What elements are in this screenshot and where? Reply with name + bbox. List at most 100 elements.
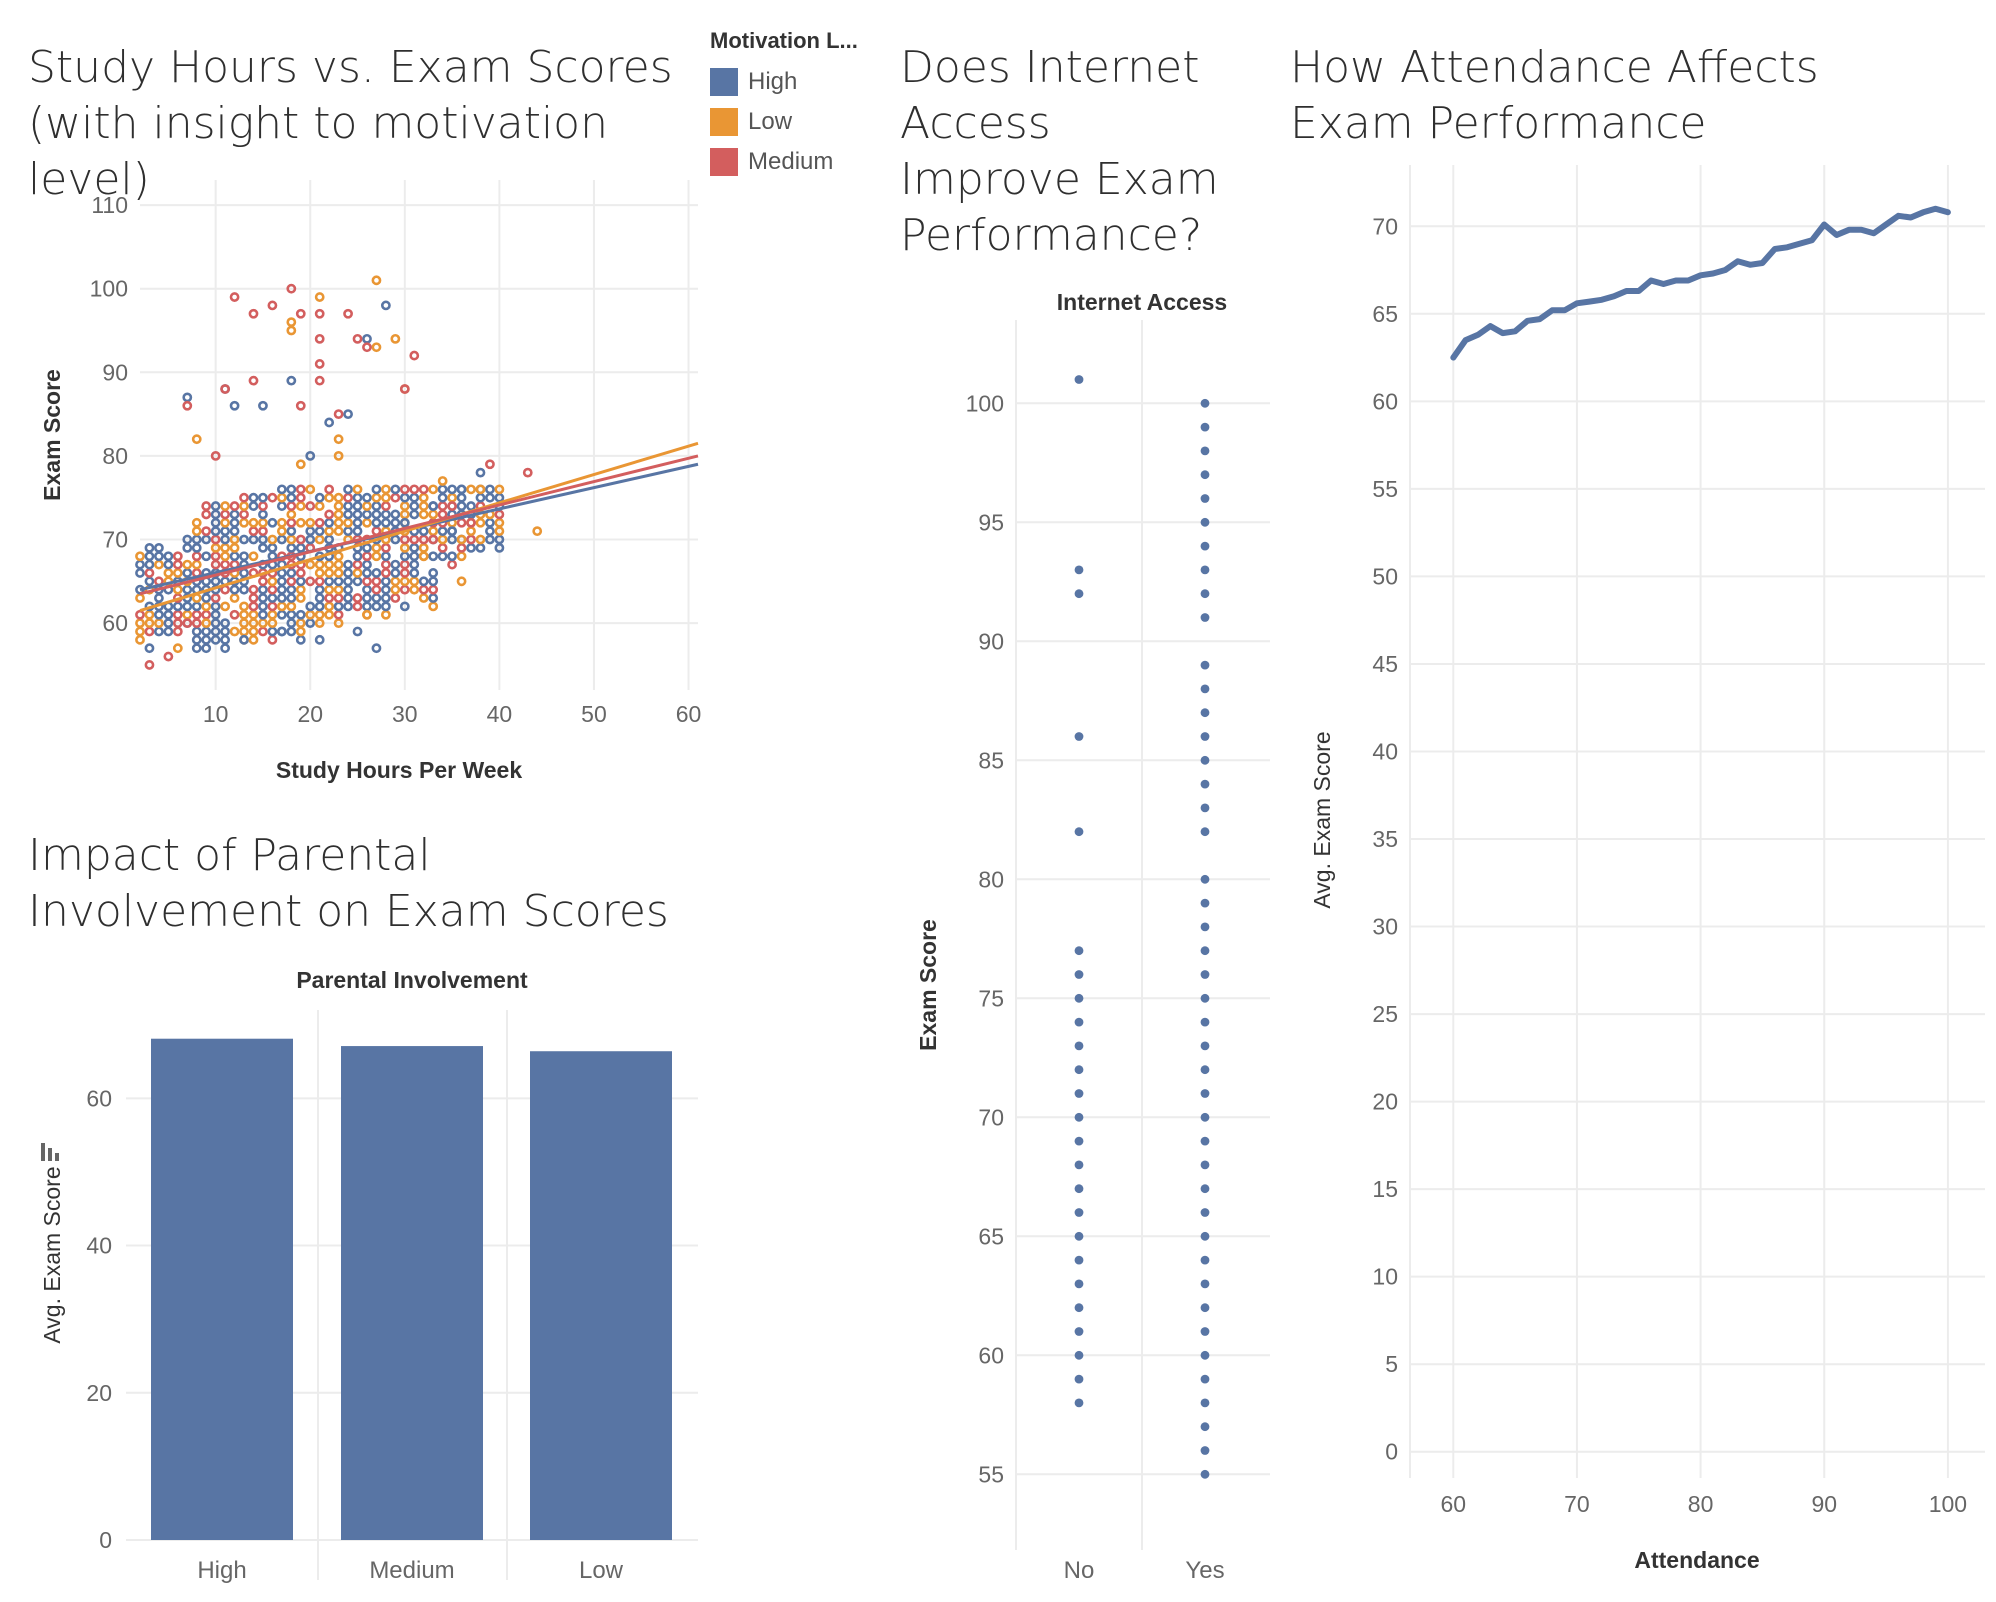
trend-line-low [139, 441, 699, 613]
scatter-point [418, 484, 429, 495]
dot-yes [1200, 1160, 1210, 1170]
scatter-point [371, 601, 382, 612]
scatter-point [229, 609, 240, 620]
dot-yes [1200, 1327, 1210, 1336]
x-tick-label: 70 [1564, 1491, 1590, 1517]
dot-yes [1200, 1089, 1210, 1098]
sort-descending-icon[interactable] [38, 1140, 64, 1166]
scatter-point [191, 517, 202, 528]
scatter-point [380, 576, 391, 587]
scatter-point [418, 526, 429, 537]
dot-yes [1200, 565, 1210, 575]
dot-yes [1200, 946, 1210, 956]
y-tick-label: 25 [1372, 1001, 1398, 1027]
scatter-point [154, 559, 164, 570]
scatter-point-high [163, 626, 174, 637]
legend-item-low[interactable]: Low [710, 102, 858, 142]
scatter-point [324, 509, 335, 520]
scatter-point [343, 492, 353, 503]
dot-yes [1200, 874, 1210, 884]
scatter-point [456, 517, 467, 528]
scatter-point [380, 517, 391, 528]
scatter-point [485, 484, 495, 495]
scatter-point [314, 526, 325, 537]
scatter-point [220, 526, 231, 537]
scatter-point [324, 492, 335, 503]
scatter-point [286, 492, 297, 503]
scatter-point [380, 584, 391, 595]
scatter-point [201, 643, 212, 654]
y-tick-label: 60 [86, 1085, 112, 1111]
legend-item-high[interactable]: High [710, 62, 858, 102]
scatter-point [437, 492, 448, 503]
scatter-point [220, 634, 231, 645]
bar-low [530, 1051, 672, 1540]
scatter-point [267, 542, 278, 553]
scatter-point [333, 509, 344, 520]
scatter-point [182, 609, 193, 620]
scatter-point [220, 501, 231, 511]
y-tick-label: 35 [1372, 826, 1398, 852]
scatter-point [239, 609, 249, 620]
scatter-point [229, 526, 240, 537]
scatter-point [276, 501, 287, 511]
scatter-point-low [371, 342, 382, 353]
scatter-point [362, 517, 372, 528]
scatter-point [258, 593, 268, 603]
scatter-point [418, 492, 429, 503]
scatter-point [428, 526, 439, 537]
scatter-point-high [447, 526, 458, 537]
scatter-point [314, 559, 325, 570]
scatter-point [437, 526, 448, 537]
scatter-point [144, 643, 155, 654]
scatter-point-high [343, 409, 353, 419]
scatter-point [248, 501, 259, 511]
dot-no [1074, 993, 1084, 1003]
scatter-point [201, 526, 212, 537]
scatter-point [456, 542, 467, 553]
scatter-point [258, 576, 268, 587]
scatter-point [258, 609, 268, 620]
scatter-point [163, 559, 174, 570]
dot-yes [1200, 970, 1210, 979]
x-tick-label: 60 [1440, 1491, 1466, 1517]
scatter-point [333, 601, 344, 612]
scatter-point [276, 601, 287, 612]
scatter-point-high [362, 333, 372, 344]
scatter-point [324, 576, 335, 587]
dot-yes [1200, 494, 1210, 503]
scatter-point [154, 593, 164, 603]
y-tick-label: 65 [978, 1223, 1004, 1249]
scatter-point-medium [267, 300, 278, 311]
y-tick-label: 15 [1372, 1176, 1398, 1202]
dot-yes [1200, 1350, 1210, 1360]
dot-yes [1200, 755, 1210, 765]
scatter-point [447, 484, 458, 495]
scatter-point [286, 584, 297, 595]
scatter-point [220, 517, 231, 528]
bars-title: Impact of Parental Involvement on Exam S… [28, 830, 669, 937]
scatter-point-medium [314, 308, 325, 319]
scatter-point [343, 559, 353, 570]
dot-no [1074, 946, 1084, 956]
x-axis-label: Parental Involvement [296, 967, 528, 993]
scatter-point [437, 501, 448, 511]
scatter-point [314, 576, 325, 587]
scatter-point [286, 517, 297, 528]
scatter-point [248, 584, 259, 595]
scatter-point [144, 576, 155, 587]
scatter-point [276, 584, 287, 595]
dot-yes [1200, 732, 1210, 741]
scatter-point [191, 526, 202, 537]
scatter-point [248, 609, 259, 620]
scatter-point [267, 492, 278, 503]
motivation-legend[interactable]: Motivation L... High Low Medium [710, 28, 858, 182]
y-tick-label: 55 [978, 1461, 1004, 1487]
y-tick-label: 5 [1385, 1351, 1398, 1377]
legend-item-medium[interactable]: Medium [710, 142, 858, 182]
scatter-point [466, 484, 476, 495]
scatter-point [286, 542, 297, 553]
scatter-point [201, 593, 212, 603]
scatter-point [333, 576, 344, 587]
